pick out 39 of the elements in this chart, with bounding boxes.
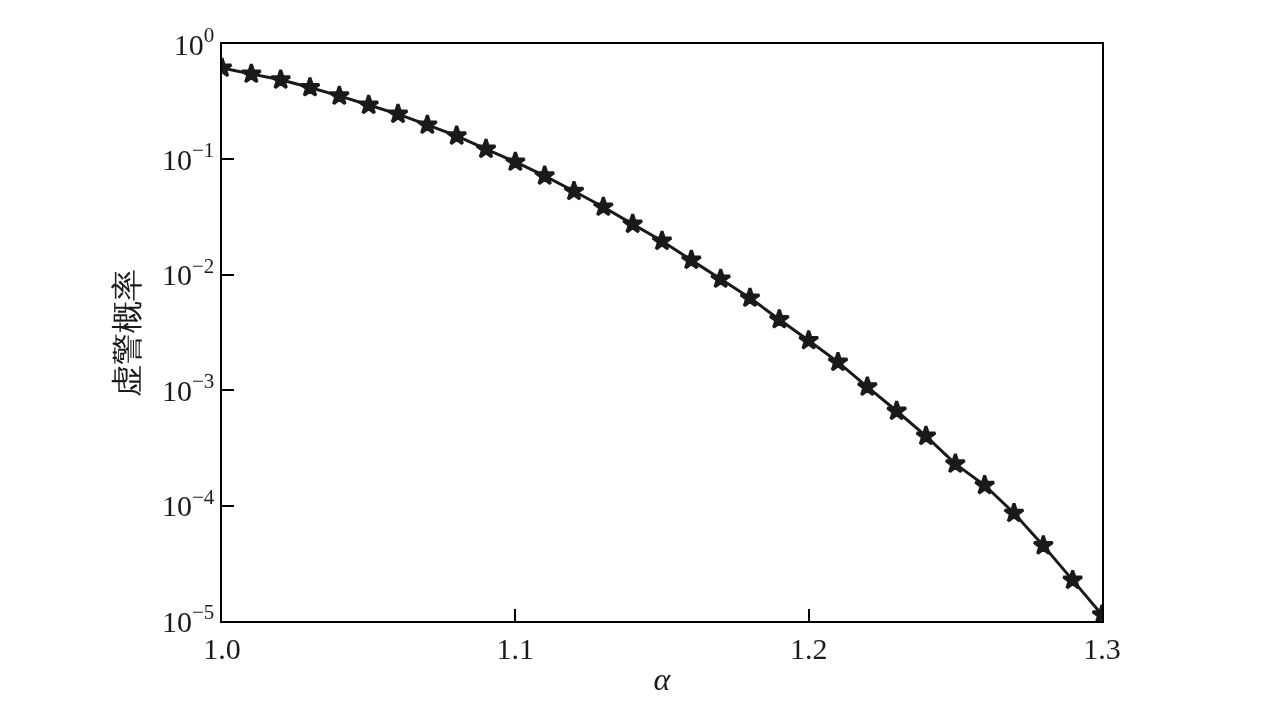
point — [768, 308, 791, 329]
point — [797, 329, 820, 350]
point — [328, 84, 351, 106]
y-tick-label: 10$^{−3}$ — [161, 369, 215, 407]
point — [915, 424, 937, 446]
point — [680, 248, 703, 270]
x-tick-label: 1.1 — [496, 631, 535, 665]
point — [1061, 568, 1084, 590]
point — [563, 179, 585, 201]
point — [592, 195, 615, 217]
point — [475, 137, 497, 159]
point — [739, 286, 761, 308]
point — [445, 124, 468, 146]
y-tick-label: 10$^{−1}$ — [161, 138, 215, 176]
point — [856, 375, 879, 397]
point — [621, 212, 644, 234]
point — [504, 150, 527, 172]
point — [709, 267, 732, 289]
x-tick-label: 1.3 — [1083, 631, 1121, 665]
point — [944, 452, 967, 474]
point — [1003, 501, 1025, 523]
x-axis-title: α — [653, 661, 672, 698]
y-tick-label: 10$^{0}$ — [173, 22, 215, 61]
point — [533, 164, 556, 186]
x-tick-label: 1.2 — [789, 631, 828, 665]
point — [269, 68, 292, 90]
point — [827, 350, 849, 372]
y-tick-label: 10$^{−2}$ — [161, 253, 215, 292]
point — [973, 473, 996, 495]
point — [885, 399, 908, 421]
point — [299, 76, 321, 97]
y-axis-title: 虚警概率 — [108, 268, 145, 397]
point — [416, 113, 439, 135]
point — [240, 62, 263, 84]
point — [1032, 534, 1055, 556]
point — [357, 93, 380, 115]
point — [651, 229, 673, 251]
point — [387, 102, 409, 124]
y-tick-label: 10$^{−4}$ — [161, 484, 215, 523]
